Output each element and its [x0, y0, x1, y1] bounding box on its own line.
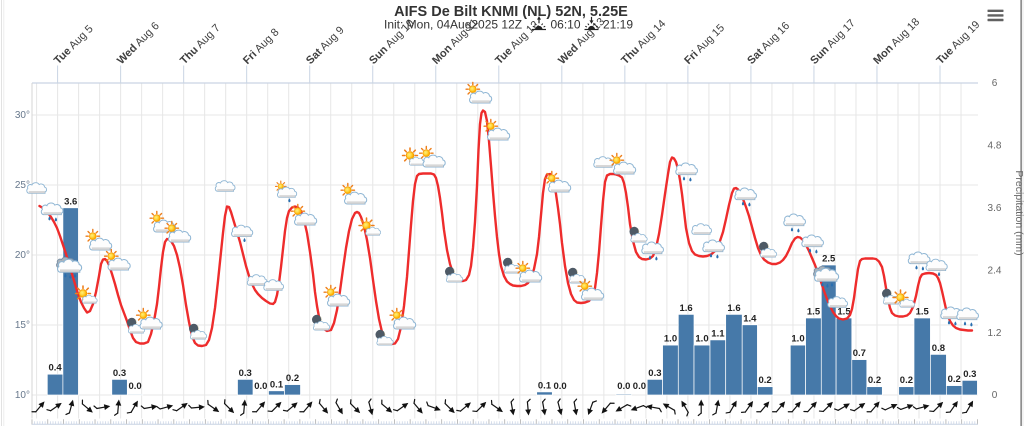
- svg-text:Init: Mon, 04Aug2025 12Z: Init: Mon, 04Aug2025 12Z: [384, 18, 522, 32]
- svg-text:15°: 15°: [15, 320, 30, 331]
- svg-text:1.5: 1.5: [837, 307, 851, 318]
- svg-text:0.2: 0.2: [868, 375, 881, 386]
- svg-text:0.7: 0.7: [853, 348, 866, 359]
- svg-text:0.4: 0.4: [48, 363, 62, 374]
- svg-text:0.0: 0.0: [633, 381, 646, 392]
- svg-text:3.6: 3.6: [64, 196, 77, 207]
- svg-text:0.3: 0.3: [239, 368, 252, 379]
- svg-text:1.0: 1.0: [695, 334, 708, 345]
- svg-text:0.0: 0.0: [128, 381, 141, 392]
- svg-text:06:10: 06:10: [551, 18, 581, 32]
- svg-text:10°: 10°: [15, 390, 30, 401]
- svg-text:AIFS De Bilt KNMI (NL) 52N, 5.: AIFS De Bilt KNMI (NL) 52N, 5.25E: [394, 4, 628, 20]
- svg-text:25°: 25°: [15, 180, 30, 191]
- svg-text:0.8: 0.8: [932, 343, 945, 354]
- svg-text:0.0: 0.0: [254, 381, 267, 392]
- svg-text:1.4: 1.4: [743, 313, 757, 324]
- svg-text:0.1: 0.1: [538, 380, 552, 391]
- svg-text:0.2: 0.2: [758, 375, 771, 386]
- svg-text:1.0: 1.0: [664, 334, 677, 345]
- svg-text:0: 0: [992, 390, 998, 401]
- svg-text:30°: 30°: [15, 110, 30, 121]
- svg-text:1.2: 1.2: [988, 328, 1002, 339]
- svg-text:0.3: 0.3: [963, 369, 976, 380]
- svg-text:1.0: 1.0: [791, 334, 804, 345]
- svg-text:1.6: 1.6: [679, 303, 692, 314]
- svg-text:0.3: 0.3: [648, 368, 661, 379]
- svg-text:3.6: 3.6: [988, 203, 1002, 214]
- svg-text:0.2: 0.2: [286, 373, 299, 384]
- svg-text:1.5: 1.5: [916, 307, 930, 318]
- svg-text:Precipitation (mm): Precipitation (mm): [1013, 170, 1024, 255]
- svg-text:2.4: 2.4: [988, 265, 1002, 276]
- svg-text:0.0: 0.0: [553, 381, 566, 392]
- svg-text:1.6: 1.6: [727, 303, 740, 314]
- svg-text:4.8: 4.8: [988, 141, 1002, 152]
- svg-text:0.2: 0.2: [948, 374, 961, 385]
- svg-text:21:19: 21:19: [603, 18, 633, 32]
- svg-text:0.0: 0.0: [617, 381, 630, 392]
- svg-text:0.2: 0.2: [900, 375, 913, 386]
- svg-text:0.1: 0.1: [270, 379, 284, 390]
- svg-text:0.3: 0.3: [113, 368, 126, 379]
- svg-text:6: 6: [992, 78, 998, 89]
- svg-text:20°: 20°: [15, 250, 30, 261]
- svg-text:1.5: 1.5: [807, 307, 821, 318]
- svg-text:2.5: 2.5: [822, 254, 836, 265]
- svg-text:1.1: 1.1: [711, 328, 725, 339]
